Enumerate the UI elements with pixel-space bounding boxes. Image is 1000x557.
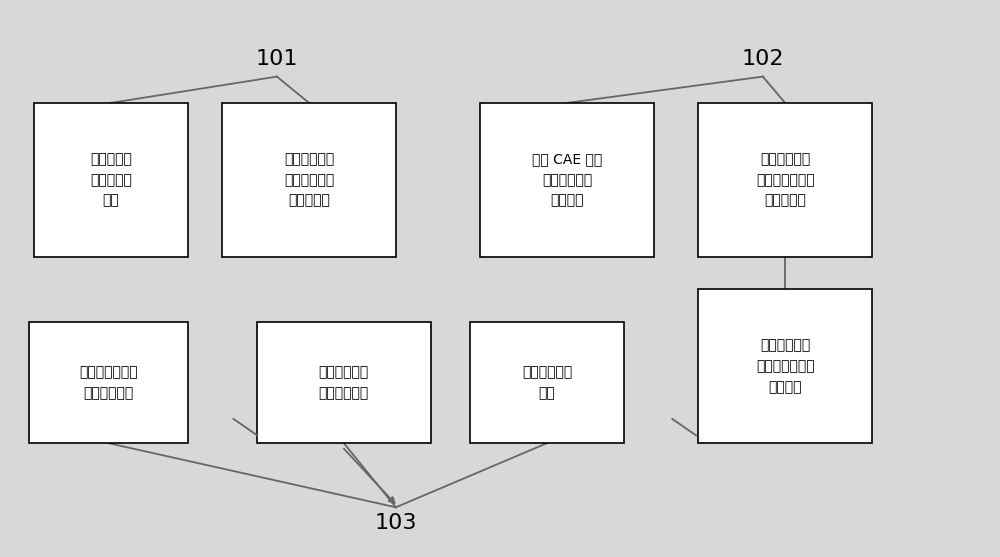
Bar	[698, 103, 872, 257]
Bar	[257, 323, 431, 443]
Bar	[470, 323, 624, 443]
Text: 对试验夹具
进行初步的
设计: 对试验夹具 进行初步的 设计	[90, 152, 132, 207]
Bar	[480, 103, 654, 257]
Bar	[222, 103, 396, 257]
Text: 根据对比结果
进行分析，进行
局部加强: 根据对比结果 进行分析，进行 局部加强	[756, 339, 814, 394]
Text: 与要求值对比，
直至满足要求: 与要求值对比， 直至满足要求	[79, 365, 138, 400]
Bar	[29, 323, 188, 443]
Bar	[34, 103, 188, 257]
Text: 与主机厂要求
的（车身刚度）
刚度值对比: 与主机厂要求 的（车身刚度） 刚度值对比	[756, 152, 814, 207]
Text: 103: 103	[375, 512, 417, 532]
Text: 根据分析结果
进行综合加强: 根据分析结果 进行综合加强	[319, 365, 369, 400]
Bar	[698, 290, 872, 443]
Text: 根据以往设计
经验对框架结
构进行加强: 根据以往设计 经验对框架结 构进行加强	[284, 152, 334, 207]
Text: 102: 102	[742, 49, 784, 69]
Text: 101: 101	[256, 49, 298, 69]
Text: 运用 CAE 技术
计算各受力点
的刚度值: 运用 CAE 技术 计算各受力点 的刚度值	[532, 152, 602, 207]
Text: 重新计算对比
分析: 重新计算对比 分析	[522, 365, 572, 400]
